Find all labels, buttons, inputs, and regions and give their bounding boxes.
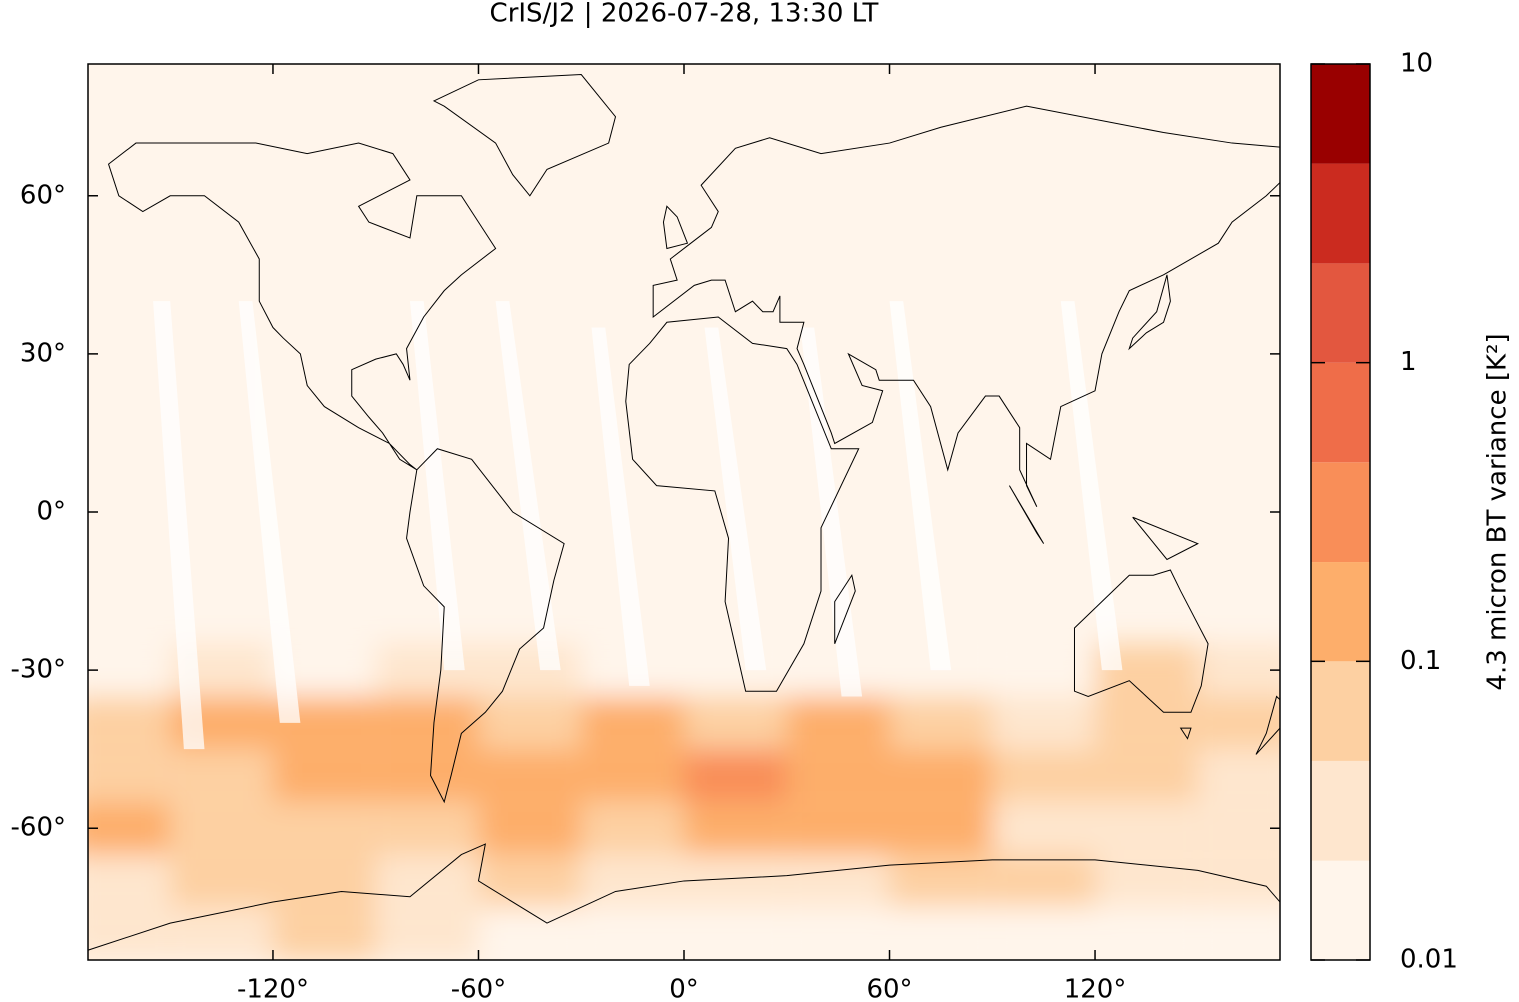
- y-tick-label: 60°: [20, 180, 66, 210]
- field-cell: [88, 907, 171, 960]
- y-tick-label: -30°: [11, 655, 66, 685]
- y-tick-label: 0°: [36, 497, 66, 527]
- x-tick-label: 120°: [1064, 975, 1127, 1002]
- field-cell: [992, 854, 1096, 908]
- field-cell: [375, 907, 479, 960]
- field-cell: [1095, 801, 1198, 855]
- field-cell: [1197, 696, 1280, 750]
- field-cell: [478, 696, 582, 750]
- field-cell: [1197, 749, 1280, 802]
- colorbar: 0.01 0.1 1 10: [1311, 49, 1458, 975]
- colorbar-band: [1311, 760, 1370, 861]
- field-cell: [375, 801, 479, 855]
- x-tick-label: 0°: [669, 975, 699, 1002]
- field-cell: [1197, 801, 1280, 855]
- field-cell: [684, 696, 787, 750]
- field-cell: [88, 643, 171, 697]
- field-cell: [478, 643, 582, 697]
- field-cell: [170, 801, 273, 855]
- field-cell: [478, 907, 582, 960]
- field-cell: [889, 854, 993, 908]
- x-tick-label: 60°: [866, 975, 912, 1002]
- colorbar-tick-label: 0.01: [1400, 945, 1458, 975]
- coastlines: [74, 75, 1293, 955]
- field-cell: [272, 854, 376, 908]
- field-cell: [478, 854, 582, 908]
- field-cell: [375, 643, 479, 697]
- x-tick-label: -60°: [451, 975, 506, 1002]
- field-cell: [889, 801, 993, 855]
- y-tick-label: 30°: [20, 338, 66, 368]
- field-cell: [375, 854, 479, 908]
- field-cell: [889, 749, 993, 802]
- field-cell: [1197, 907, 1280, 960]
- field-cell: [992, 643, 1096, 697]
- field-cell: [581, 696, 684, 750]
- colorbar-band: [1311, 562, 1370, 662]
- field-cell: [88, 801, 171, 855]
- field-cell: [478, 749, 582, 802]
- field-cell: [992, 907, 1096, 960]
- field-cell: [1095, 854, 1198, 908]
- colorbar-band: [1311, 64, 1370, 164]
- field-cell: [170, 749, 273, 802]
- colorbar-band: [1311, 860, 1370, 960]
- colorbar-label: 4.3 micron BT variance [K²]: [1483, 333, 1513, 690]
- map-area: [74, 64, 1293, 960]
- field-cell: [786, 696, 890, 750]
- field-cell: [992, 696, 1096, 750]
- field-cell: [992, 801, 1096, 855]
- field-cell: [1095, 696, 1198, 750]
- field-cell: [786, 749, 890, 802]
- field-cell: [786, 854, 890, 908]
- colorbar-band: [1311, 362, 1370, 463]
- x-tick-label: -120°: [237, 975, 309, 1002]
- field-cell: [88, 696, 171, 750]
- field-cell: [684, 801, 787, 855]
- colorbar-band: [1311, 462, 1370, 563]
- field-cell: [478, 801, 582, 855]
- colorbar-tick-label: 10: [1400, 49, 1433, 79]
- field-cell: [684, 907, 787, 960]
- colorbar-frame: [1310, 63, 1371, 961]
- field-cell: [786, 907, 890, 960]
- field-cell: [375, 696, 479, 750]
- geography: [74, 75, 1293, 955]
- field-cell: [170, 854, 273, 908]
- field-cell: [1095, 749, 1198, 802]
- field-cell: [581, 801, 684, 855]
- field-cell: [1197, 854, 1280, 908]
- field-cell: [272, 749, 376, 802]
- colorbar-tick-label: 1: [1400, 347, 1417, 377]
- field-cell: [1095, 907, 1198, 960]
- swath-gaps: [153, 301, 1123, 750]
- field-cell: [375, 749, 479, 802]
- chart-title: CrIS/J2 | 2026-07-28, 13:30 LT: [490, 0, 879, 29]
- field-cell: [684, 749, 787, 802]
- field-cell: [581, 749, 684, 802]
- field-cell: [1197, 643, 1280, 697]
- colorbar-band: [1311, 163, 1370, 264]
- field-cell: [889, 907, 993, 960]
- field-cell: [272, 907, 376, 960]
- field-cell: [684, 643, 787, 697]
- field-cell: [684, 854, 787, 908]
- y-tick-label: -60°: [11, 813, 66, 843]
- field-cell: [88, 749, 171, 802]
- field-cell: [88, 854, 171, 908]
- field-cell: [272, 801, 376, 855]
- field-cell: [992, 749, 1096, 802]
- variance-field: [88, 643, 1280, 960]
- field-cell: [581, 854, 684, 908]
- colorbar-tick-label: 0.1: [1400, 646, 1441, 676]
- colorbar-band: [1311, 263, 1370, 363]
- field-cell: [786, 801, 890, 855]
- field-cell: [889, 696, 993, 750]
- field-cell: [170, 907, 273, 960]
- field-cell: [581, 907, 684, 960]
- colorbar-band: [1311, 661, 1370, 761]
